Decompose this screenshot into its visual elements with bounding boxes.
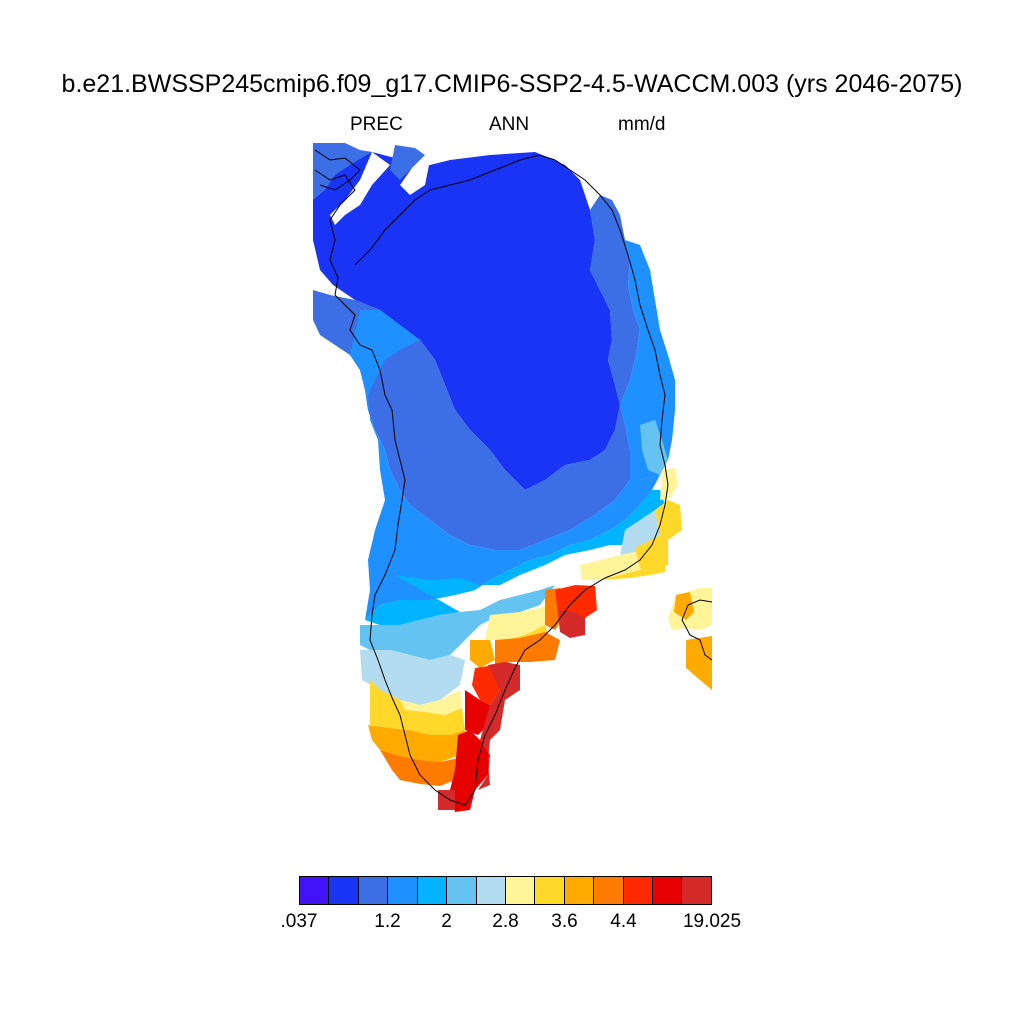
band-gold-east2 <box>635 535 668 570</box>
colorbar-tick-label: .037 <box>280 911 318 932</box>
colorbar-swatch <box>682 877 711 904</box>
colorbar-swatch <box>476 877 506 904</box>
band-dark-orange <box>380 750 458 786</box>
colorbar-swatch <box>417 877 448 904</box>
band-brick-red-east <box>560 610 585 638</box>
nw-channel-gap <box>330 152 390 225</box>
greenland-precip-field <box>313 143 712 812</box>
band-orange-island2 <box>686 636 712 690</box>
band-light-sky-blue <box>360 585 555 660</box>
band-orange <box>368 725 465 762</box>
band-brick-red <box>478 662 520 790</box>
band-gold <box>370 680 465 735</box>
colorbar-swatch <box>623 877 654 904</box>
band-light-sky-blue-east <box>640 420 668 475</box>
colorbar-swatch <box>388 877 418 904</box>
colorbar-swatch <box>300 877 330 904</box>
colorbar-swatch <box>329 877 359 904</box>
coastline-north-islands <box>314 149 361 191</box>
colorbar-tick-label: 3.6 <box>551 911 578 932</box>
nw-channel-gap2 <box>400 160 430 195</box>
band-pale-yellow-se <box>660 468 678 500</box>
colorbar-tick-label: 19.025 <box>682 911 742 932</box>
band-dark-blue <box>313 150 620 490</box>
band-deep-sky-blue <box>365 490 665 625</box>
band-medium-blue-nw2 <box>390 145 425 180</box>
band-medium-blue-nw <box>313 143 372 200</box>
coastline-main <box>314 154 669 806</box>
band-brick-red-tip <box>438 790 455 810</box>
band-orange-mid <box>470 640 495 668</box>
colorbar-swatch <box>653 877 683 904</box>
coastline-island-east <box>681 599 713 661</box>
units-label: mm/d <box>618 114 666 135</box>
band-pale-yellow <box>485 600 555 640</box>
colorbar-tick-label: 4.4 <box>610 911 637 932</box>
season-label: ANN <box>489 114 530 135</box>
colorbar-tick-label: 2 <box>441 911 452 932</box>
colorbar-swatch <box>358 877 389 904</box>
band-pale-blue-east <box>620 510 665 555</box>
coastline <box>314 149 713 806</box>
band-gold-se <box>655 500 682 540</box>
colorbar-tick-label: 2.8 <box>492 911 519 932</box>
band-dodger-blue <box>350 310 660 620</box>
band-red-mid <box>465 690 490 735</box>
colorbar-tick-label: 1.2 <box>374 911 401 932</box>
colorbar <box>299 876 712 905</box>
colorbar-swatch <box>447 877 477 904</box>
colorbar-swatch <box>594 877 624 904</box>
colorbar-labels: .037 1.2 2 2.8 3.6 4.4 19.025 <box>0 910 1024 936</box>
colorbar-swatch <box>505 877 536 904</box>
colorbar-swatch <box>564 877 595 904</box>
band-orange-island <box>674 592 694 620</box>
band-red <box>450 730 490 812</box>
band-dodger-blue-east <box>620 240 675 480</box>
colorbar-swatch <box>535 877 565 904</box>
band-pale-blue <box>360 650 465 705</box>
band-pale-yellow-sw <box>400 690 462 715</box>
band-pale-yellow-east <box>580 548 652 580</box>
plot-title: b.e21.BWSSP245cmip6.f09_g17.CMIP6-SSP2-4… <box>61 70 963 98</box>
variable-label: PREC <box>350 114 403 135</box>
band-medium-blue-east <box>590 195 640 405</box>
